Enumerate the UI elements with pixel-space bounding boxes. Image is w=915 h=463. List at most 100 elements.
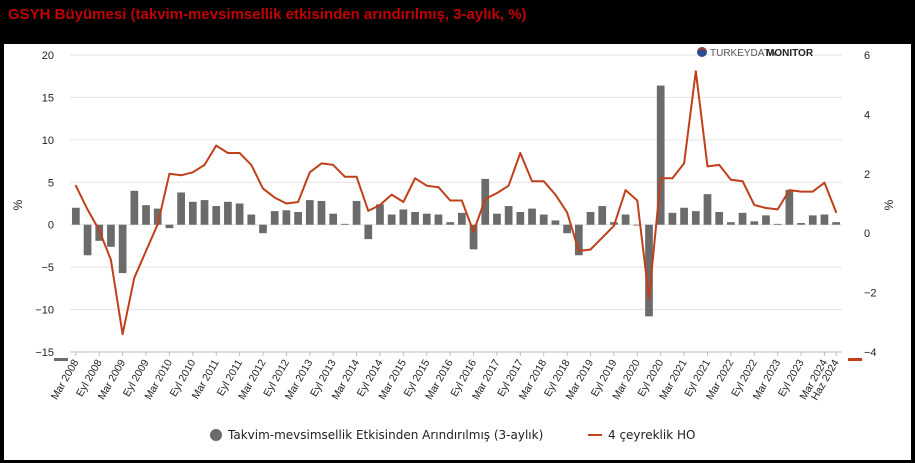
bar-2019Q4 <box>621 214 630 225</box>
bar-2022Q4 <box>762 215 770 225</box>
bar-2017Q3 <box>516 211 525 225</box>
line-point-2008Q1 <box>74 184 77 187</box>
bar-2008Q1 <box>71 207 80 225</box>
line-point-2012Q2 <box>273 196 276 199</box>
line-point-2012Q4 <box>297 201 299 203</box>
bar-2018Q2 <box>551 220 560 225</box>
bar-2021Q3 <box>703 194 712 225</box>
line-point-2016Q3 <box>472 230 475 233</box>
bar-2017Q1 <box>493 213 501 225</box>
line-point-2008Q2 <box>86 208 89 211</box>
bar-2012Q2 <box>270 211 279 225</box>
bar-2020Q1 <box>633 224 642 226</box>
line-point-2013Q4 <box>343 175 346 178</box>
bar-2017Q4 <box>528 208 536 225</box>
line-point-2009Q1 <box>121 333 124 336</box>
line-point-2016Q4 <box>484 198 487 200</box>
bar-2010Q4 <box>200 200 209 225</box>
line-point-2011Q1 <box>215 144 218 147</box>
bar-2011Q2 <box>224 201 232 225</box>
line-point-2024Q2 <box>835 211 838 214</box>
bar-2009Q4 <box>153 208 162 225</box>
bar-2016Q1 <box>446 222 455 225</box>
line-point-2012Q3 <box>285 202 288 205</box>
left-tick-label: 0 <box>48 220 54 232</box>
line-point-2015Q2 <box>414 177 416 180</box>
bar-2018Q4 <box>574 224 583 256</box>
left-y-axis: 20 15 10 5 0 −5 −10 −15% <box>11 50 68 361</box>
globe-arc-icon <box>697 47 707 51</box>
bar-2022Q1 <box>727 222 735 225</box>
bar-2015Q2 <box>411 211 419 225</box>
bar-2023Q3 <box>797 223 805 225</box>
line-point-2022Q2 <box>741 180 744 183</box>
right-tick-label: 2 <box>864 169 870 181</box>
line-point-2018Q2 <box>554 193 557 196</box>
left-tick-label: 20 <box>42 50 54 62</box>
line-point-2023Q1 <box>776 208 779 211</box>
watermark-text-b: MONITOR <box>766 48 814 59</box>
line-point-2020Q2 <box>648 297 650 300</box>
right-tick-label: −4 <box>864 347 877 359</box>
chart-title: GSYH Büyümesi (takvim-mevsimsellik etkis… <box>8 6 527 23</box>
line-point-2023Q4 <box>811 190 814 193</box>
bar-2024Q1 <box>820 214 829 225</box>
right-tick-label: 0 <box>864 228 870 240</box>
line-point-2019Q2 <box>601 236 604 239</box>
bar-2008Q2 <box>83 224 92 256</box>
line-point-2012Q1 <box>262 187 264 190</box>
line-point-2011Q3 <box>238 152 241 154</box>
bar-2018Q3 <box>563 224 571 234</box>
bar-2019Q2 <box>598 206 607 225</box>
line-point-2008Q3 <box>98 229 101 232</box>
bar-2020Q2 <box>645 224 653 317</box>
bar-2021Q4 <box>715 211 724 225</box>
bar-2015Q1 <box>399 209 408 225</box>
left-tick-label: −10 <box>35 305 54 317</box>
bar-2023Q1 <box>773 223 782 225</box>
line-point-2009Q4 <box>156 223 159 226</box>
line-point-2017Q4 <box>531 180 533 183</box>
watermark-logo: TURKEYDATA MONITOR <box>697 47 814 59</box>
line-point-2014Q2 <box>367 210 370 212</box>
bar-2020Q3 <box>656 85 665 225</box>
line-point-2010Q1 <box>168 172 171 175</box>
bar-2020Q4 <box>668 212 677 225</box>
line-point-2017Q2 <box>507 184 510 187</box>
bar-2014Q4 <box>387 214 396 225</box>
bar-2015Q4 <box>434 214 443 225</box>
left-tick-label: 15 <box>42 92 54 104</box>
line-point-2023Q2 <box>788 189 791 192</box>
bar-2016Q2 <box>457 212 466 225</box>
line-point-2017Q3 <box>519 152 522 154</box>
line-point-2024Q1 <box>823 181 826 184</box>
line-point-2020Q1 <box>636 199 639 202</box>
line-point-2014Q4 <box>390 193 393 196</box>
bar-2008Q4 <box>107 224 115 247</box>
bar-2009Q1 <box>118 224 127 274</box>
bar-2012Q4 <box>294 211 302 225</box>
legend-bar-swatch <box>210 429 222 441</box>
right-axis-label: % <box>882 199 896 210</box>
right-tick-label: 4 <box>864 109 870 121</box>
bar-2015Q3 <box>422 213 431 225</box>
bar-2013Q1 <box>305 200 314 225</box>
bar-2013Q3 <box>329 213 338 225</box>
left-tick-label: −15 <box>35 347 54 359</box>
line-point-2011Q4 <box>250 163 253 166</box>
line-point-2015Q1 <box>402 201 405 203</box>
title-bar: GSYH Büyümesi (takvim-mevsimsellik etkis… <box>0 0 915 44</box>
line-point-2009Q3 <box>145 250 147 252</box>
line-point-2021Q4 <box>718 163 721 166</box>
left-axis-label: % <box>11 199 25 210</box>
line-point-2019Q3 <box>613 224 615 227</box>
right-tick-label: −2 <box>864 288 877 300</box>
legend: Takvim-mevsimsellik Etkisinden Arındırıl… <box>210 428 695 442</box>
bar-2023Q2 <box>785 189 794 225</box>
line-point-2016Q2 <box>460 199 463 202</box>
bar-2010Q1 <box>165 224 174 229</box>
bar-2009Q3 <box>142 205 150 225</box>
line-point-2010Q2 <box>180 174 183 177</box>
legend-bar-label: Takvim-mevsimsellik Etkisinden Arındırıl… <box>227 428 543 442</box>
